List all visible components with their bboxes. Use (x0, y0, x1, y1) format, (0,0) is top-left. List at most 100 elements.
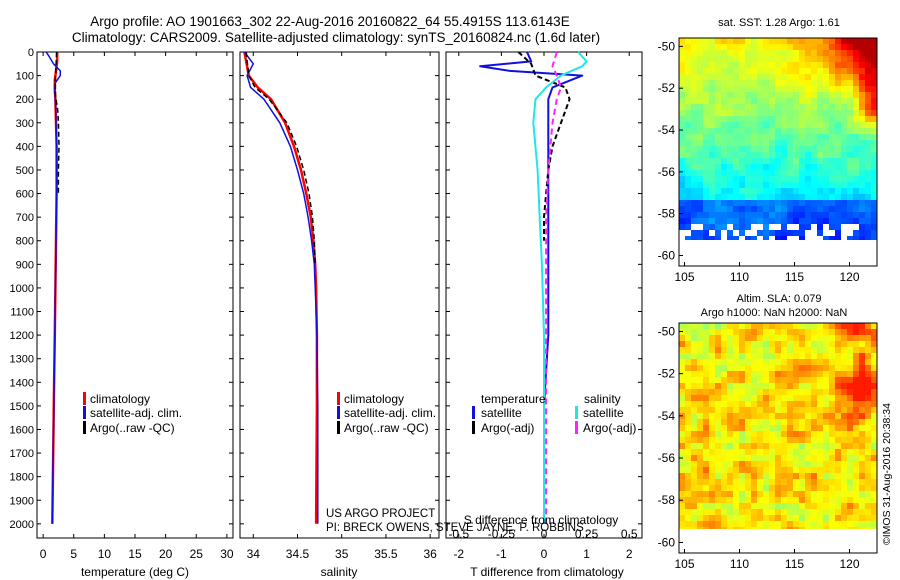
map-cell (769, 158, 775, 164)
map-cell (853, 425, 859, 431)
map-cell (691, 188, 697, 194)
map-cell (787, 353, 793, 359)
map-cell (859, 56, 865, 62)
map-cell (811, 479, 817, 485)
map-cell (805, 134, 811, 140)
map-cell (757, 122, 763, 128)
map-cell (793, 170, 799, 176)
map-cell (679, 377, 685, 383)
map-cell (757, 503, 763, 509)
map-cell (859, 455, 865, 461)
map-cell (709, 86, 715, 92)
map-cell (721, 104, 727, 110)
map-cell (715, 92, 721, 98)
map-cell (817, 206, 823, 212)
map-cell (775, 365, 781, 371)
map-cell (769, 359, 775, 365)
map-cell (853, 188, 859, 194)
map-cell (829, 152, 835, 158)
map-cell (799, 104, 805, 110)
map-cell (715, 431, 721, 437)
map-cell (721, 389, 727, 395)
map-cell (685, 206, 691, 212)
map-cell (697, 176, 703, 182)
map-cell (841, 56, 847, 62)
map-cell (781, 134, 787, 140)
map-cell (703, 140, 709, 146)
map-cell (685, 194, 691, 200)
map-cell (859, 194, 865, 200)
map-cell (769, 176, 775, 182)
map-cell (757, 128, 763, 134)
map-cell (775, 401, 781, 407)
map-cell (775, 467, 781, 473)
map-cell (703, 128, 709, 134)
map-cell (835, 341, 841, 347)
map-cell (709, 365, 715, 371)
map-cell (853, 194, 859, 200)
map-cell (697, 455, 703, 461)
map-cell (727, 74, 733, 80)
map-cell (751, 236, 757, 240)
map-cell (793, 62, 799, 68)
map-cell (739, 509, 745, 515)
map-cell (685, 50, 691, 56)
map-cell (685, 467, 691, 473)
map-cell (679, 431, 685, 437)
map-cell (865, 455, 871, 461)
map-cell (685, 182, 691, 188)
map-cell (817, 218, 823, 224)
map-cell (745, 485, 751, 491)
map-cell (871, 188, 877, 194)
map-cell (685, 86, 691, 92)
map-cell (733, 389, 739, 395)
map-cell (781, 230, 787, 236)
map-cell (823, 467, 829, 473)
map-cell (799, 527, 805, 529)
map-cell (817, 431, 823, 437)
map-y-tick-label: -50 (658, 324, 676, 338)
map-cell (781, 98, 787, 104)
map-cell (685, 146, 691, 152)
map-cell (787, 467, 793, 473)
map-cell (817, 68, 823, 74)
map-cell (715, 170, 721, 176)
map-cell (745, 359, 751, 365)
map-cell (721, 461, 727, 467)
map-cell (727, 194, 733, 200)
map-cell (811, 323, 817, 329)
map-cell (733, 44, 739, 50)
y-tick-label: 1300 (10, 354, 34, 366)
map-cell (853, 335, 859, 341)
map-cell (739, 329, 745, 335)
map-cell (793, 86, 799, 92)
map-cell (769, 419, 775, 425)
map-cell (781, 68, 787, 74)
map-cell (817, 335, 823, 341)
map-cell (817, 44, 823, 50)
map-cell (721, 503, 727, 509)
map-cell (853, 122, 859, 128)
map-cell (781, 467, 787, 473)
map-cell (685, 200, 691, 206)
map-cell (853, 491, 859, 497)
map-cell (769, 44, 775, 50)
map-cell (847, 38, 853, 44)
map-cell (727, 347, 733, 353)
map-cell (829, 236, 835, 240)
map-cell (847, 347, 853, 353)
map-cell (823, 116, 829, 122)
map-cell (745, 479, 751, 485)
map-cell (817, 401, 823, 407)
map-cell (823, 449, 829, 455)
map-cell (727, 461, 733, 467)
map-cell (691, 341, 697, 347)
map-cell (697, 485, 703, 491)
legend-swatch-t-satellite (472, 406, 475, 419)
map-cell (751, 365, 757, 371)
map-cell (727, 341, 733, 347)
map-cell (829, 80, 835, 86)
map-cell (685, 371, 691, 377)
map-cell (835, 68, 841, 74)
map-cell (739, 461, 745, 467)
